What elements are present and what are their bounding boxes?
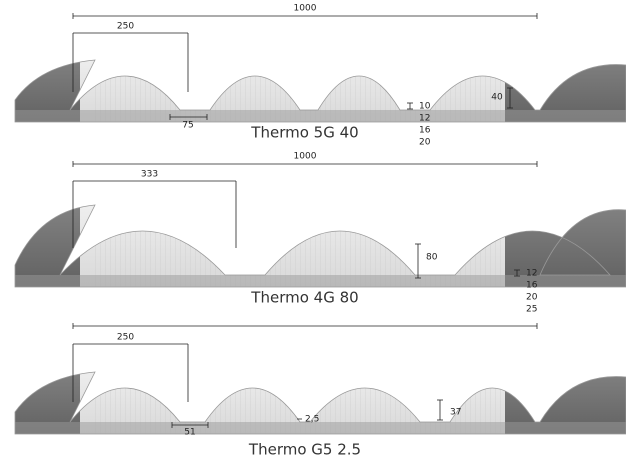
sheet [15,60,626,122]
panel-title: Thermo G5 2.5 [248,441,361,459]
dimension-label: 16 [526,281,538,291]
panel-title: Thermo 4G 80 [250,289,358,307]
sheet-outline [14,59,626,123]
dimension-label: 333 [141,170,158,180]
sheet-edge [15,275,626,287]
dimension-label: 20 [526,293,538,303]
sheet [15,372,626,434]
dimension-label: 75 [182,121,193,131]
sheet-outline [14,371,626,435]
dimension-label: 250 [117,22,134,32]
dimension-label: 10 [419,102,431,112]
sheet-outline [14,204,626,288]
dimension-label: 250 [117,333,134,343]
dimension-label: 40 [491,93,503,103]
dimension-label: 80 [426,253,438,263]
sheet-edge [15,422,626,434]
dimension-label: 25 [526,305,537,315]
dimension-label: 12 [419,114,430,124]
dimension-label: 20 [419,138,431,148]
panel-title: Thermo 5G 40 [250,124,358,142]
dimension-label: 2,5 [305,415,319,425]
dimension-label: 1000 [294,4,317,14]
dimensions: 1000 250 75 40 10 12 16 20 Thermo 5G 40 1000 333 80… [72,4,538,459]
sheet [15,205,626,287]
dimension-label: 37 [450,408,461,418]
sheet-edge [15,110,626,122]
dimension-label: 16 [419,126,431,136]
dimension-label: 12 [526,269,537,279]
dimension-label: 1000 [294,152,317,162]
sheets [14,59,626,435]
dimension-label: 51 [184,428,195,438]
